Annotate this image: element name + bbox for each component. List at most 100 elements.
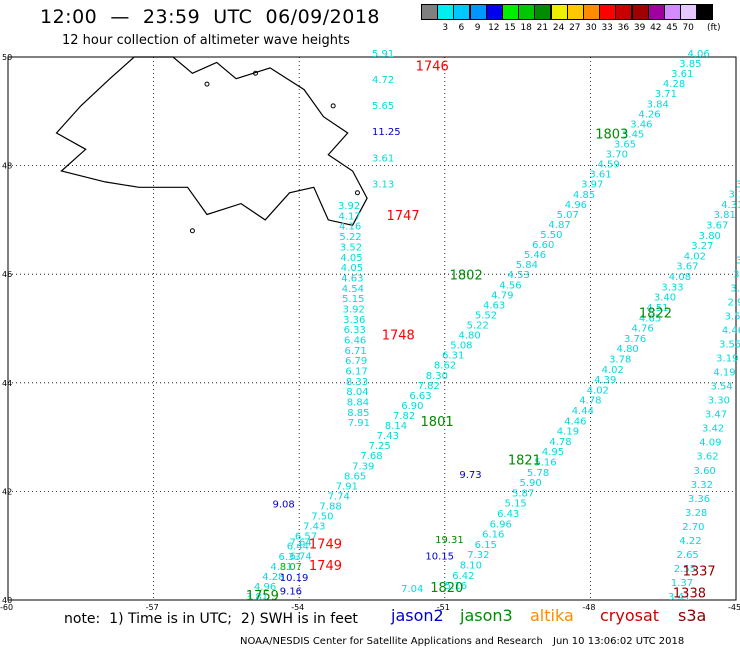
legend-label: 30	[585, 23, 597, 33]
swh-value-label: 3.00	[736, 179, 740, 190]
island-outline	[189, 228, 195, 234]
legend-label: 3	[442, 23, 449, 33]
swh-value-label: 2.94	[728, 297, 740, 308]
swh-value-label: 3.67	[706, 221, 728, 232]
lon-label: -60	[0, 603, 13, 612]
swh-value-label: 2.65	[677, 550, 699, 561]
swh-value-label: 6.43	[497, 509, 519, 520]
swh-value-label: 4.39	[594, 375, 616, 386]
swh-value-label: 7.74	[328, 491, 350, 502]
lat-label: 48	[2, 162, 12, 171]
legend-label: 18	[520, 23, 532, 33]
swh-value-label: 4.78	[549, 437, 571, 448]
swh-value-label: 3.32	[691, 480, 713, 491]
swh-value-label: 3.61	[372, 153, 394, 164]
swh-value-label: 7.82	[393, 411, 415, 422]
swh-value-label: 4.16	[339, 222, 361, 233]
swh-value-label: 6.33	[279, 552, 301, 563]
swh-value-label: 4.31	[270, 562, 292, 573]
swh-value-label: 4.59	[598, 160, 620, 171]
swh-value-label: 4.44	[572, 406, 594, 417]
swh-value-label: 4.76	[631, 324, 653, 335]
swh-value-label: 3.33	[661, 282, 683, 293]
swh-value-label: 7.39	[352, 461, 374, 472]
swh-value-label: 3.27	[691, 241, 713, 252]
swh-value-label: 4.46	[564, 416, 586, 427]
swh-value-label: 6.71	[344, 346, 366, 357]
swh-value-label: 4.02	[684, 251, 706, 262]
swh-value-label: 4.28	[663, 79, 685, 90]
swh-value-label: 4.65	[639, 313, 661, 324]
legend-sat-jason2: jason2	[391, 606, 444, 625]
swh-value-label: 5.90	[519, 478, 541, 489]
swh-value-label: 4.19	[557, 427, 579, 438]
swh-value-label: 4.72	[372, 75, 394, 86]
swh-value-label: 4.87	[548, 220, 570, 231]
swh-value-label: 8.07	[280, 562, 302, 573]
swh-value-label: 4.96	[254, 582, 276, 593]
swh-value-label: 3.67	[676, 262, 698, 273]
swh-value-label: 6.42	[452, 571, 474, 582]
swh-value-label: 3.76	[624, 334, 646, 345]
island-outline	[204, 81, 210, 87]
swh-value-label: 3.92	[338, 201, 360, 212]
swh-value-label: 6.16	[482, 530, 504, 541]
pass-time-label: 1803	[595, 127, 628, 142]
swh-value-label: 1.37	[671, 578, 693, 589]
swh-value-label: 3.65	[614, 140, 636, 151]
swh-value-label: 4.26	[638, 109, 660, 120]
swh-value-label: 10.19	[280, 573, 309, 584]
legend-label: 45	[666, 23, 678, 33]
pass-time-label: 1802	[450, 269, 483, 284]
swh-value-label: 7.82	[418, 381, 440, 392]
legend-label: 15	[504, 23, 516, 33]
legend-sat-jason3: jason3	[460, 606, 513, 625]
pass-time-label: 1820	[430, 581, 463, 596]
legend-label: 24	[552, 23, 565, 33]
swh-value-label: 4.31	[721, 200, 740, 211]
swh-value-label: 4.78	[579, 396, 601, 407]
swh-value-label: 5.22	[339, 232, 361, 243]
swh-value-label: 8.85	[347, 408, 369, 419]
swh-value-label: 7.68	[360, 451, 382, 462]
swh-value-label: 5.78	[527, 468, 549, 479]
legend-swatch	[696, 4, 714, 20]
swh-value-label: 11.25	[372, 127, 401, 138]
swh-value-label: 3.80	[699, 231, 721, 242]
lon-label: -48	[582, 603, 595, 612]
swh-value-label: 5.65	[372, 101, 394, 112]
swh-value-label: 3.42	[702, 424, 724, 435]
swh-value-label: 4.63	[483, 300, 505, 311]
legend-sat-altika: altika	[530, 606, 574, 625]
swh-value-label: 8.30	[426, 371, 448, 382]
swh-value-label: 4.02	[602, 365, 624, 376]
swh-value-label: 8.84	[347, 398, 369, 409]
swh-value-label: 3.92	[343, 304, 365, 315]
swh-value-label: 3.47	[736, 255, 740, 266]
pass-time-label: 1759	[246, 589, 279, 604]
swh-value-label: 3.62	[696, 452, 718, 463]
swh-value-label: 3.61	[671, 69, 693, 80]
swh-value-label: 7.25	[368, 441, 390, 452]
pass-time-label: 1749	[309, 559, 342, 574]
island-outline	[354, 190, 360, 196]
footer-note: note: 1) Time is in UTC; 2) SWH is in fe…	[64, 611, 358, 627]
swh-value-label: 6.74	[289, 551, 311, 562]
lon-label: -57	[146, 603, 159, 612]
swh-value-label: 8.65	[344, 471, 366, 482]
swh-value-label: 4.79	[491, 290, 513, 301]
swh-value-label: 5.15	[342, 294, 364, 305]
pass-time-label: 1749	[309, 537, 342, 552]
lat-label: 42	[2, 487, 12, 496]
swh-value-label: 4.85	[573, 190, 595, 201]
swh-value-label: 6.33	[344, 325, 366, 336]
swh-value-label: 8.33	[346, 377, 368, 388]
swh-value-label: 3.52	[725, 311, 740, 322]
swh-value-label: 3.39	[733, 269, 740, 280]
lat-label: 50	[2, 53, 12, 62]
swh-value-label: 4.51	[646, 303, 668, 314]
legend-label: 21	[536, 23, 549, 33]
swh-value-label: 5.07	[557, 210, 579, 221]
pass-time-label: 1746	[416, 60, 449, 75]
